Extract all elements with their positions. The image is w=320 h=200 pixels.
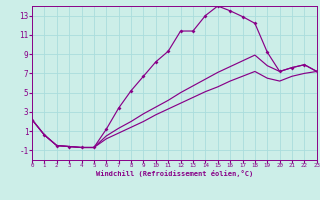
X-axis label: Windchill (Refroidissement éolien,°C): Windchill (Refroidissement éolien,°C) — [96, 170, 253, 177]
